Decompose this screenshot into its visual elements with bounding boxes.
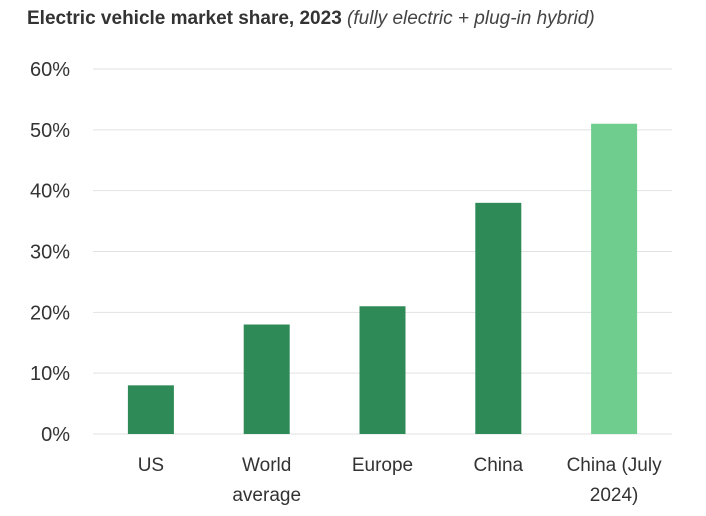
bar — [359, 306, 406, 434]
bar — [127, 385, 174, 434]
x-tick-label: World average — [232, 455, 301, 506]
x-tick-label: China (July 2024) — [567, 455, 663, 506]
chart-title: Electric vehicle market share, 2023 (ful… — [27, 8, 595, 30]
bar — [591, 123, 638, 434]
chart-subtitle: (fully electric + plug-in hybrid) — [347, 8, 595, 29]
y-tick-label: 20% — [30, 302, 70, 324]
y-tick-label: 60% — [30, 59, 70, 81]
bar — [475, 202, 522, 434]
y-tick-label: 0% — [41, 424, 70, 446]
y-tick-label: 30% — [30, 242, 70, 264]
x-axis: US World average Europe China China (July 2024… — [138, 455, 662, 506]
chart-title-main: Electric vehicle market share, 2023 — [27, 8, 342, 29]
x-tick-label: China — [473, 455, 523, 476]
y-axis: 0% 10% 20% 30% 40% 50% 60% — [30, 59, 70, 446]
y-tick-label: 40% — [30, 181, 70, 203]
x-tick-label: US — [138, 455, 164, 476]
y-tick-label: 10% — [30, 363, 70, 385]
x-tick-label: Europe — [352, 455, 413, 476]
grid-lines — [93, 68, 672, 435]
bar — [243, 324, 290, 434]
bars — [127, 123, 638, 434]
y-tick-label: 50% — [30, 120, 70, 142]
